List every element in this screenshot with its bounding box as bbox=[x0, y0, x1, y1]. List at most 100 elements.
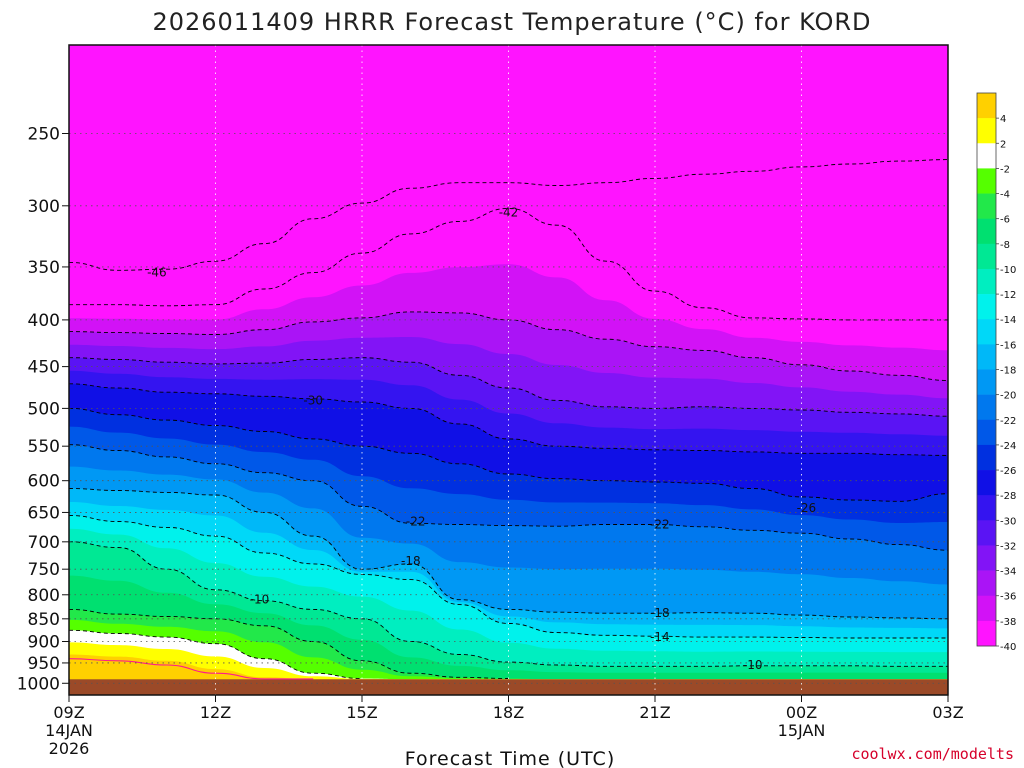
contour-m42 bbox=[69, 207, 948, 321]
colorbar-bin bbox=[977, 193, 996, 219]
colorbar-bin bbox=[977, 470, 996, 496]
colorbar-bin bbox=[977, 595, 996, 622]
colorbar-bin bbox=[977, 294, 996, 320]
contour-zero-line bbox=[69, 658, 314, 680]
colorbar-bin bbox=[977, 93, 996, 119]
colorbar-tick-label: -22 bbox=[1000, 416, 1016, 427]
colorbar-tick-label: -10 bbox=[1000, 265, 1016, 276]
colorbar-tick-label: -38 bbox=[1000, 617, 1016, 628]
x-tick-date: 14JAN bbox=[45, 721, 93, 740]
y-tick-label: 850 bbox=[28, 610, 60, 630]
y-tick-label: 750 bbox=[28, 560, 60, 580]
colorbar-bin bbox=[977, 168, 996, 194]
colorbar-bin bbox=[977, 369, 996, 395]
grid-lines bbox=[69, 45, 948, 695]
y-tick-label: 1000 bbox=[17, 674, 60, 694]
colorbar-tick-label: -12 bbox=[1000, 290, 1016, 301]
contour-label: -14 bbox=[650, 630, 670, 644]
x-tick-label: 18Z bbox=[493, 703, 524, 722]
colorbar-tick-label: -14 bbox=[1000, 315, 1016, 326]
contour-labels: -46 -42 -30 -26 -22 -22 -18 -18 -14 -10 -10 bbox=[147, 205, 816, 672]
x-tick-label: 03Z bbox=[932, 703, 963, 722]
colorbar-tick-label: -2 bbox=[1000, 164, 1010, 175]
contour-label: -18 bbox=[650, 606, 670, 620]
contour-m14 bbox=[69, 515, 948, 639]
x-tick-label: 00Z bbox=[786, 703, 817, 722]
x-tick-label: 12Z bbox=[200, 703, 231, 722]
y-tick-label: 800 bbox=[28, 586, 60, 606]
ground-surface bbox=[69, 679, 948, 695]
contour-label: -42 bbox=[499, 205, 519, 219]
contour-label: -18 bbox=[401, 554, 421, 568]
y-axis: 2503003504004505005506006507007508008509… bbox=[17, 124, 69, 694]
colorbar-bin bbox=[977, 268, 996, 295]
x-tick-year: 2026 bbox=[49, 739, 90, 758]
y-tick-label: 400 bbox=[28, 311, 60, 331]
colorbar: 4 2 -2 -4 -6 -8 -10 -12 -14 -16 -18 -20 -22 -24 -26 -28… bbox=[976, 92, 1016, 653]
colorbar-tick-label: 2 bbox=[1000, 139, 1006, 150]
contour-m38 bbox=[69, 311, 948, 381]
x-tick-label: 21Z bbox=[639, 703, 670, 722]
y-tick-label: 500 bbox=[28, 399, 60, 419]
colorbar-tick-label: -34 bbox=[1000, 567, 1016, 578]
credit-text: coolwx.com/modelts bbox=[851, 745, 1014, 763]
contour-label: -10 bbox=[743, 658, 763, 672]
colorbar-bin bbox=[977, 620, 996, 647]
colorbar-tick-label: -30 bbox=[1000, 516, 1016, 527]
contour-m46 bbox=[69, 159, 948, 271]
y-tick-label: 700 bbox=[28, 533, 60, 553]
x-axis-label: Forecast Time (UTC) bbox=[405, 748, 615, 768]
plot-area bbox=[69, 45, 948, 695]
x-tick-date: 15JAN bbox=[778, 721, 826, 740]
colorbar-tick-label: -26 bbox=[1000, 466, 1016, 477]
colorbar-bin bbox=[977, 319, 996, 345]
x-tick-label: 15Z bbox=[346, 703, 377, 722]
contour-label: -22 bbox=[650, 517, 670, 531]
colorbar-bin bbox=[977, 444, 996, 471]
contour-label: -46 bbox=[147, 266, 167, 280]
colorbar-tick-label: -40 bbox=[1000, 642, 1016, 653]
contour-label: -30 bbox=[303, 393, 323, 407]
colorbar-tick-label: -18 bbox=[1000, 366, 1016, 377]
contour-m2 bbox=[69, 629, 363, 679]
y-tick-label: 350 bbox=[28, 258, 60, 278]
contour-m18 bbox=[69, 488, 948, 620]
colorbar-tick-label: -28 bbox=[1000, 491, 1016, 502]
colorbar-tick-label: -16 bbox=[1000, 340, 1016, 351]
colorbar-bin bbox=[977, 419, 996, 446]
y-tick-label: 600 bbox=[28, 472, 60, 492]
colorbar-bin bbox=[977, 570, 996, 597]
colorbar-bin bbox=[977, 143, 996, 169]
contour-label: -10 bbox=[250, 593, 270, 607]
colorbar-bin bbox=[977, 394, 996, 421]
colorbar-tick-label: -20 bbox=[1000, 391, 1016, 402]
colorbar-tick-label: -32 bbox=[1000, 541, 1016, 552]
colorbar-bin bbox=[977, 243, 996, 270]
y-tick-label: 300 bbox=[28, 197, 60, 217]
y-tick-label: 650 bbox=[28, 503, 60, 523]
y-tick-label: 900 bbox=[28, 632, 60, 652]
chart-title: 2026011409 HRRR Forecast Temperature (°C… bbox=[152, 8, 871, 36]
x-tick-label: 09Z bbox=[53, 703, 84, 722]
colorbar-bin bbox=[977, 495, 996, 521]
contour-label: -26 bbox=[797, 501, 817, 515]
y-tick-label: 450 bbox=[28, 358, 60, 378]
colorbar-bin bbox=[977, 545, 996, 571]
colorbar-bin bbox=[977, 218, 996, 245]
colorbar-tick-label: 4 bbox=[1000, 114, 1006, 125]
contour-m34 bbox=[69, 357, 948, 417]
colorbar-tick-label: -36 bbox=[1000, 592, 1016, 603]
y-tick-label: 250 bbox=[28, 124, 60, 144]
contour-m30 bbox=[69, 383, 948, 456]
y-tick-label: 950 bbox=[28, 654, 60, 674]
colorbar-tick-label: -6 bbox=[1000, 215, 1010, 226]
colorbar-tick-label: -8 bbox=[1000, 240, 1010, 251]
contour-label: -22 bbox=[406, 514, 426, 528]
contour-m10 bbox=[69, 541, 948, 667]
colorbar-bin bbox=[977, 520, 996, 546]
colorbar-bin bbox=[977, 118, 996, 144]
y-tick-label: 550 bbox=[28, 437, 60, 457]
colorbar-tick-label: -24 bbox=[1000, 441, 1016, 452]
